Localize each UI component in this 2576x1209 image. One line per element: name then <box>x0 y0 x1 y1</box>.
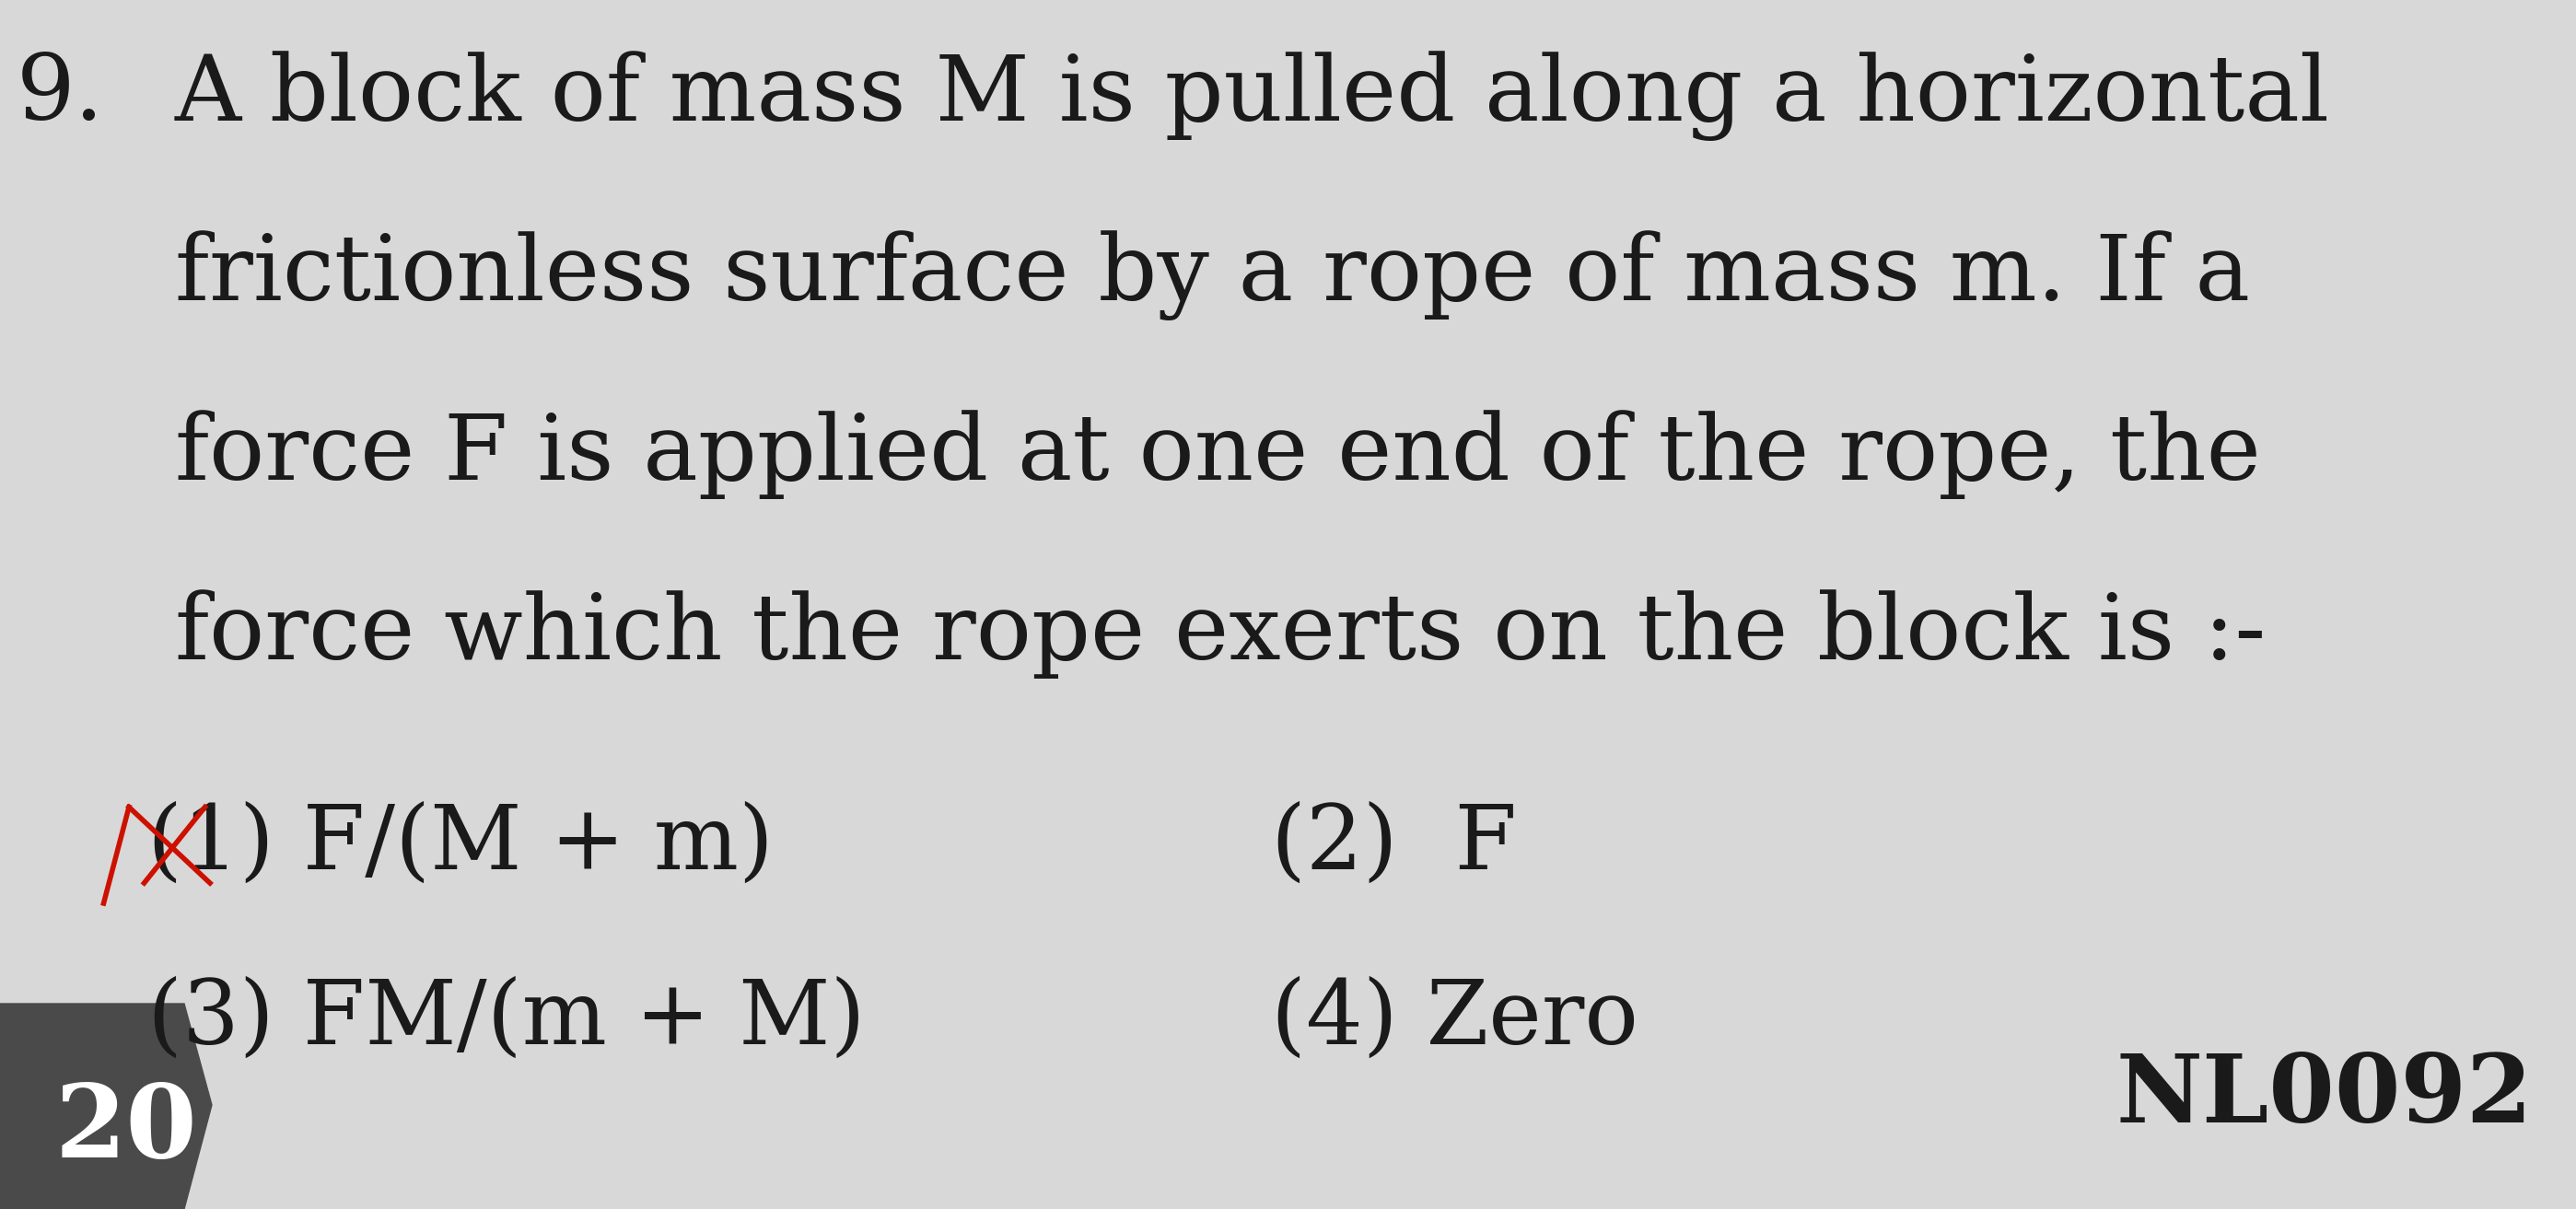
Text: (4) Zero: (4) Zero <box>1270 976 1638 1063</box>
Text: (3) FM/(m + M): (3) FM/(m + M) <box>147 976 866 1063</box>
Text: force which the rope exerts on the block is :-: force which the rope exerts on the block… <box>175 589 2267 678</box>
Text: force F is applied at one end of the rope, the: force F is applied at one end of the rop… <box>175 410 2262 499</box>
Text: 9.: 9. <box>15 51 106 139</box>
Text: (1) F/(M + m): (1) F/(M + m) <box>147 802 773 887</box>
Text: 20: 20 <box>54 1080 198 1179</box>
Text: (2)  F: (2) F <box>1270 802 1517 887</box>
Text: NL0092: NL0092 <box>2115 1051 2532 1141</box>
Polygon shape <box>0 1003 211 1209</box>
Text: frictionless surface by a rope of mass m. If a: frictionless surface by a rope of mass m… <box>175 230 2249 320</box>
Text: A block of mass M is pulled along a horizontal: A block of mass M is pulled along a hori… <box>175 51 2331 140</box>
